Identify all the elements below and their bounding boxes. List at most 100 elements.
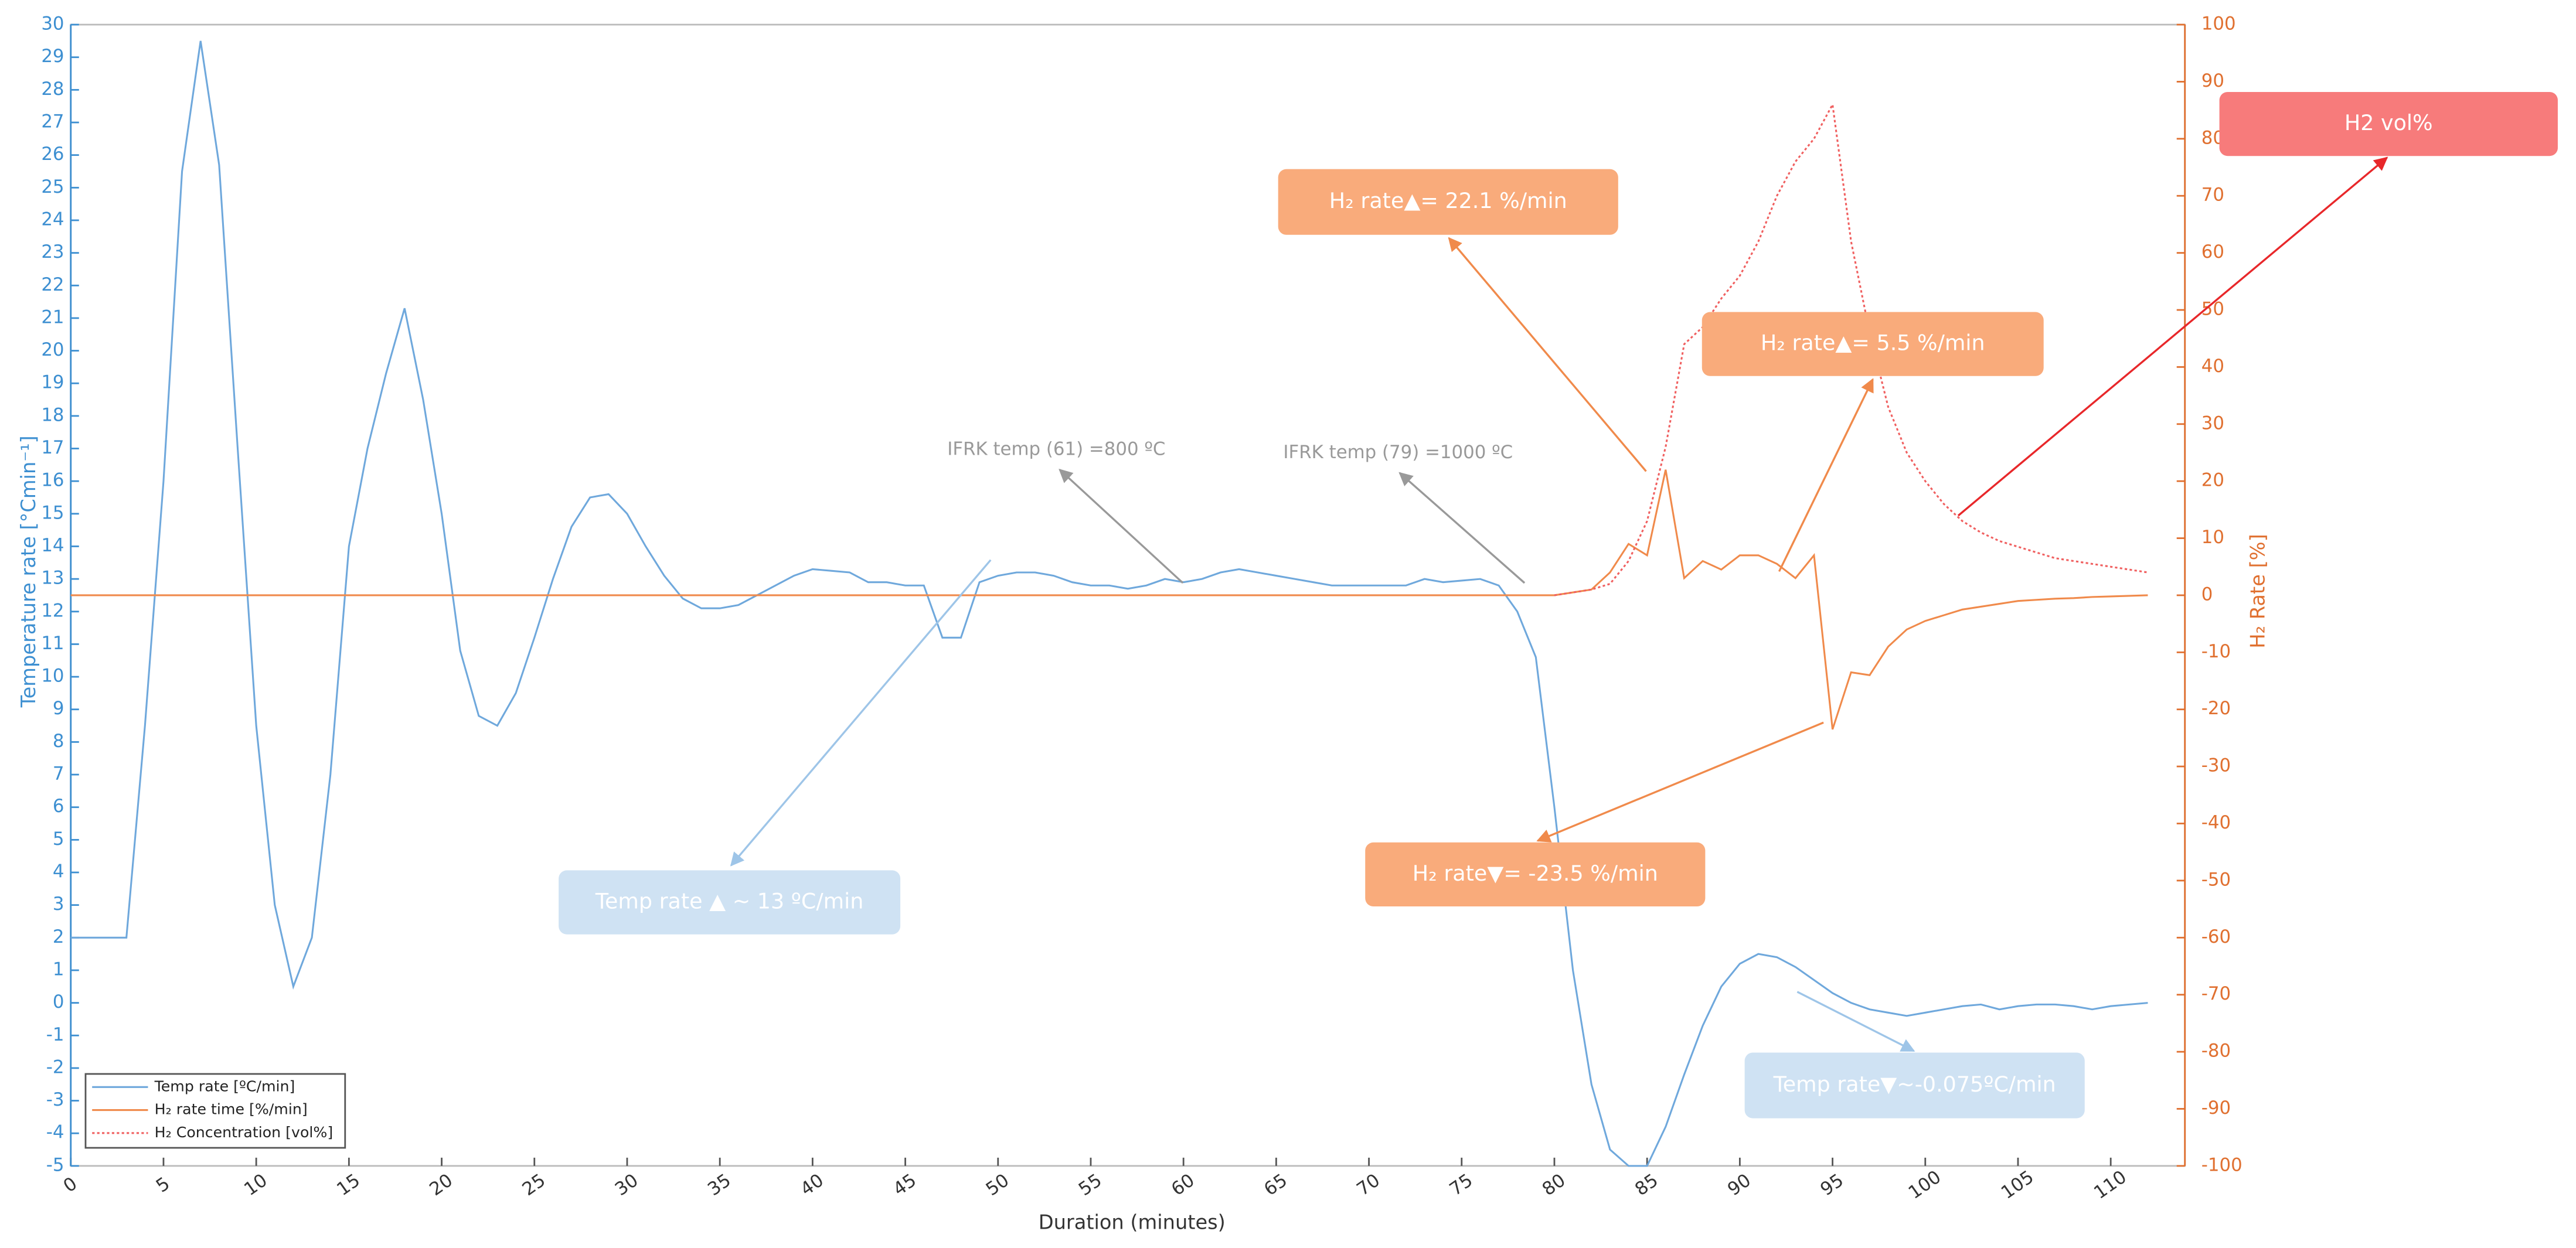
y-tick-label: 20	[41, 339, 64, 360]
legend-label: Temp rate [ºC/min]	[154, 1077, 295, 1094]
annotation-box	[2219, 91, 2558, 156]
annotation-arrow	[1957, 156, 2388, 517]
x-tick-label: 90	[1724, 1169, 1755, 1200]
y2-tick-label: 30	[2201, 412, 2224, 434]
y-tick-label: 13	[41, 568, 64, 589]
annotation-text: IFRK temp (79) =1000 ºC	[1283, 442, 1513, 463]
y2-tick-label: 90	[2201, 70, 2224, 91]
y-tick-label: -2	[46, 1056, 64, 1077]
x-tick-label: 70	[1353, 1169, 1384, 1200]
y2-axis-label: H₂ Rate [%]	[2246, 534, 2269, 648]
series-line	[70, 469, 2148, 730]
annotation-text: H₂ rate▲= 5.5 %/min	[1761, 330, 1985, 356]
x-tick-label: 25	[519, 1169, 550, 1200]
x-tick-label: 45	[889, 1169, 920, 1200]
x-tick-label: 15	[333, 1169, 364, 1200]
y-tick-label: 1	[53, 959, 64, 980]
y2-tick-label: -60	[2201, 926, 2231, 947]
x-tick-label: 30	[611, 1169, 642, 1200]
annotation-box	[1365, 842, 1706, 907]
y-axis-label: Temperature rate [°Cmin⁻¹]	[17, 435, 40, 708]
y2-tick-label: -90	[2201, 1097, 2231, 1119]
x-tick-label: 50	[982, 1169, 1013, 1200]
y-tick-label: 4	[53, 861, 64, 882]
x-tick-label: 20	[426, 1169, 457, 1200]
y-tick-label: 8	[53, 731, 64, 752]
y-tick-label: 2	[53, 926, 64, 947]
x-tick-label: 0	[60, 1173, 81, 1197]
y2-tick-label: -50	[2201, 869, 2231, 890]
y-tick-label: 12	[41, 600, 64, 621]
annotation-arrow	[1778, 378, 1874, 572]
annotation-arrow	[1796, 991, 1915, 1052]
x-tick-label: 75	[1446, 1169, 1477, 1200]
x-tick-label: 40	[797, 1169, 828, 1200]
legend-label: H₂ Concentration [vol%]	[155, 1124, 334, 1141]
y-tick-label: 16	[41, 470, 64, 491]
y-tick-label: 0	[53, 991, 64, 1012]
y-tick-label: -5	[46, 1154, 64, 1175]
y2-tick-label: -40	[2201, 812, 2231, 833]
x-axis-label: Duration (minutes)	[1039, 1211, 1226, 1233]
annotation-arrow	[1059, 468, 1184, 584]
annotation-arrow	[1448, 237, 1647, 472]
x-tick-label: 5	[152, 1173, 174, 1197]
y2-tick-label: 0	[2201, 584, 2213, 605]
x-tick-label: 95	[1816, 1169, 1847, 1200]
annotation-box	[1278, 169, 1618, 235]
y-tick-label: 21	[41, 306, 64, 328]
y-tick-label: 23	[41, 241, 64, 262]
y2-tick-label: 60	[2201, 241, 2224, 262]
y-tick-label: 28	[41, 79, 64, 100]
y-tick-label: 18	[41, 404, 64, 425]
x-tick-label: 100	[1905, 1167, 1945, 1203]
annotation-text: Temp rate▼~-0.075ºC/min	[1773, 1072, 2056, 1097]
series-line	[70, 40, 2148, 1167]
y2-tick-label: 70	[2201, 185, 2224, 206]
y-tick-label: 19	[41, 372, 64, 393]
y-tick-label: 27	[41, 111, 64, 132]
annotation-arrow	[1398, 472, 1526, 584]
y2-tick-label: 40	[2201, 356, 2224, 377]
y2-tick-label: -80	[2201, 1041, 2231, 1062]
annotation-box	[1702, 312, 2044, 376]
y2-tick-label: 10	[2201, 527, 2224, 548]
x-tick-label: 110	[2090, 1167, 2131, 1203]
y-tick-label: 29	[41, 46, 64, 67]
y2-tick-label: -20	[2201, 698, 2231, 719]
y2-tick-label: -100	[2201, 1154, 2242, 1175]
y-tick-label: 14	[41, 535, 64, 556]
y-tick-label: -3	[46, 1089, 64, 1110]
annotation-text: H2 vol%	[2344, 110, 2433, 135]
y-tick-label: 6	[53, 796, 64, 817]
y-tick-label: 17	[41, 437, 64, 458]
x-tick-label: 35	[704, 1169, 735, 1200]
annotation-box	[559, 870, 901, 935]
y-tick-label: 25	[41, 176, 64, 197]
y-tick-label: 22	[41, 274, 64, 295]
annotation-text: IFRK temp (61) =800 ºC	[947, 438, 1165, 459]
y-tick-label: 15	[41, 502, 64, 523]
annotation-text: H₂ rate▼= -23.5 %/min	[1413, 861, 1658, 886]
y-tick-label: 11	[41, 633, 64, 654]
legend-label: H₂ rate time [%/min]	[155, 1101, 308, 1118]
x-tick-label: 55	[1075, 1169, 1106, 1200]
y-tick-label: 30	[41, 13, 64, 35]
x-tick-label: 85	[1631, 1169, 1662, 1200]
annotation-text: Temp rate ▲ ~ 13 ºC/min	[595, 889, 863, 914]
y-tick-label: -4	[46, 1122, 64, 1143]
x-tick-label: 105	[1997, 1167, 2038, 1203]
y-tick-label: 7	[53, 763, 64, 785]
x-tick-label: 80	[1539, 1169, 1570, 1200]
x-tick-label: 65	[1260, 1169, 1291, 1200]
y2-tick-label: -10	[2201, 641, 2231, 662]
y-tick-label: 9	[53, 698, 64, 719]
y2-tick-label: -30	[2201, 755, 2231, 776]
y2-tick-label: -70	[2201, 983, 2231, 1004]
y-tick-label: 26	[41, 144, 64, 165]
y2-tick-label: 100	[2201, 13, 2236, 35]
annotation-arrow	[1536, 721, 1824, 843]
annotation-text: H₂ rate▲= 22.1 %/min	[1329, 188, 1567, 213]
series-line	[1554, 101, 2148, 596]
